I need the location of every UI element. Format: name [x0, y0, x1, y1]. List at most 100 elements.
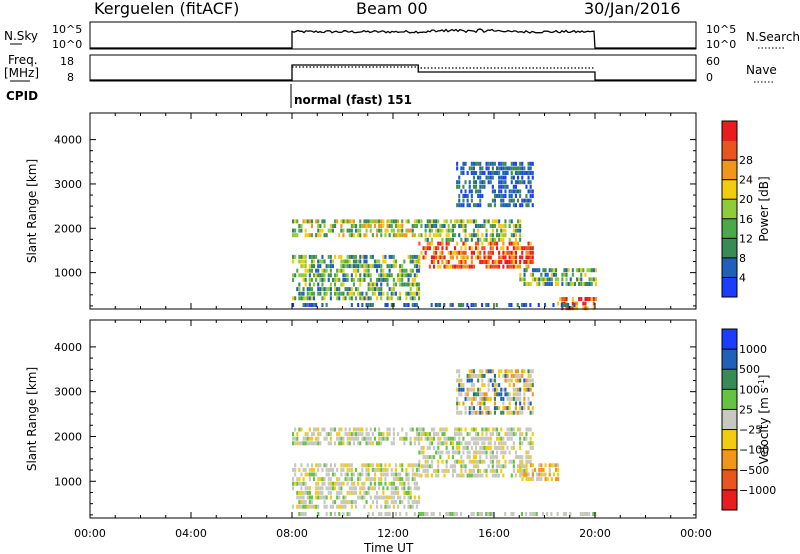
velocity-cell	[407, 472, 410, 477]
power-cell	[344, 264, 347, 269]
power-cell	[401, 282, 404, 287]
power-cell	[401, 264, 404, 269]
velocity-colorbar-label-main: Velocity [m s	[757, 387, 771, 464]
power-cell	[504, 233, 507, 238]
velocity-cell	[540, 477, 543, 482]
velocity-cell	[451, 468, 454, 473]
velocity-cell	[510, 445, 513, 450]
velocity-cell	[352, 472, 355, 477]
power-cell	[338, 287, 341, 292]
velocity-cell	[500, 392, 503, 397]
velocity-cell	[441, 427, 444, 432]
velocity-cell	[493, 396, 496, 401]
velocity-cell	[472, 410, 475, 415]
power-cell	[491, 219, 494, 224]
velocity-cell	[323, 504, 326, 509]
power-cell	[500, 255, 503, 260]
power-cell	[302, 259, 305, 264]
velocity-cell	[464, 410, 467, 415]
power-cell	[487, 180, 490, 185]
velocity-cell	[352, 441, 355, 446]
velocity-cell	[504, 373, 507, 378]
power-cell	[567, 303, 570, 307]
velocity-cell	[313, 504, 316, 509]
power-cell	[433, 264, 436, 269]
power-cell	[405, 273, 408, 278]
power-cell	[464, 189, 467, 194]
power-cell	[388, 264, 391, 269]
power-cell	[413, 233, 416, 238]
velocity-cell	[435, 450, 438, 455]
power-cell	[529, 166, 532, 171]
power-cell	[546, 272, 549, 277]
power-cell	[388, 224, 391, 228]
velocity-cell	[371, 477, 374, 482]
power-cell	[439, 255, 442, 260]
power-cell	[479, 250, 482, 255]
power-cell	[352, 291, 355, 296]
power-cell	[555, 277, 558, 282]
velocity-cell	[329, 490, 332, 495]
power-cell	[428, 264, 431, 269]
velocity-cell	[348, 463, 351, 468]
power-cell	[344, 277, 347, 282]
velocity-cell	[579, 512, 582, 516]
velocity-cell	[441, 432, 444, 437]
power-cell	[405, 291, 408, 296]
velocity-cell	[535, 512, 538, 516]
velocity-cell	[401, 486, 404, 491]
power-cell	[403, 303, 406, 307]
velocity-cell	[355, 432, 358, 437]
power-cell	[523, 282, 526, 286]
velocity-cell	[445, 464, 448, 469]
power-cell	[363, 224, 366, 228]
power-cell	[403, 233, 406, 238]
velocity-cell	[521, 441, 524, 446]
velocity-cell	[462, 387, 465, 392]
power-cell	[380, 268, 383, 273]
power-cell	[409, 228, 412, 233]
velocity-cell	[306, 432, 309, 437]
velocity-cell	[510, 427, 513, 432]
velocity-cell	[472, 473, 475, 478]
power-cell	[296, 219, 299, 224]
velocity-cell	[397, 432, 400, 437]
velocity-cell	[487, 410, 490, 415]
power-cell	[481, 303, 484, 307]
power-cell	[359, 264, 362, 269]
velocity-cell	[357, 481, 360, 486]
velocity-cell	[536, 477, 539, 482]
power-cell	[500, 161, 503, 166]
velocity-colorbar-swatch-6	[722, 449, 737, 471]
velocity-cell	[359, 427, 362, 432]
velocity-cell	[367, 432, 370, 437]
power-cell	[411, 233, 414, 238]
power-cell	[502, 233, 505, 238]
power-cell	[433, 246, 436, 251]
velocity-cell	[392, 486, 395, 491]
power-cell	[352, 282, 355, 287]
velocity-cell	[346, 512, 349, 516]
power-cell	[500, 198, 503, 203]
power-cell	[449, 237, 452, 242]
velocity-cell	[475, 455, 478, 460]
power-cell	[462, 184, 465, 189]
velocity-cell	[390, 490, 393, 495]
velocity-cell	[336, 432, 339, 437]
velocity-cell	[325, 504, 328, 509]
power-cell	[405, 296, 408, 301]
velocity-cell	[292, 504, 295, 509]
power-cell	[296, 233, 299, 238]
power-cell	[519, 260, 522, 264]
velocity-cell	[527, 477, 530, 482]
velocity-cell	[521, 477, 524, 482]
velocity-cell	[439, 427, 442, 432]
power-cell	[359, 228, 362, 233]
power-cell	[491, 246, 494, 251]
velocity-cell	[588, 512, 591, 516]
power-cell	[586, 297, 589, 301]
power-cell	[590, 268, 593, 273]
freq-trace	[90, 64, 696, 81]
power-cell	[367, 296, 370, 301]
velocity-cell	[292, 441, 295, 446]
